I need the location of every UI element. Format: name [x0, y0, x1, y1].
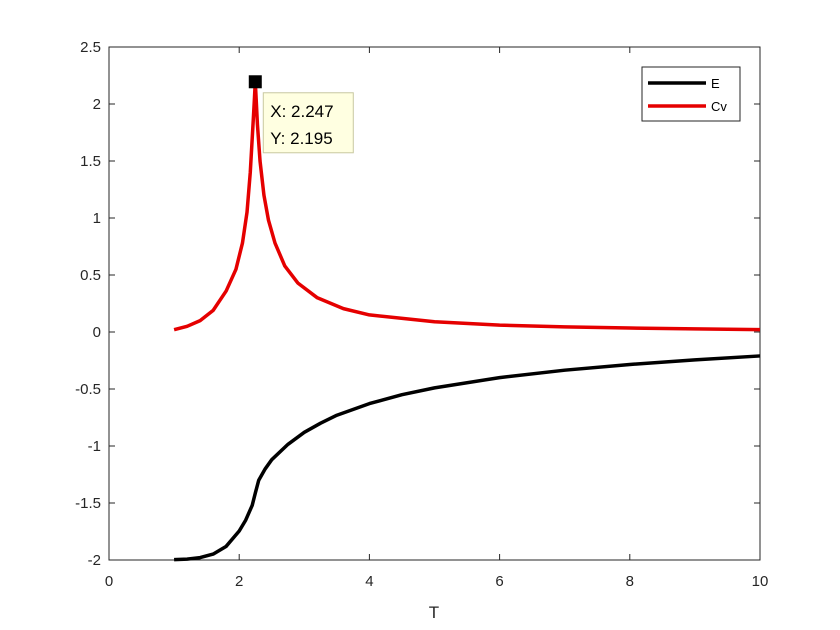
x-tick-label: 2 [235, 573, 243, 590]
legend-label-e: E [711, 76, 720, 91]
x-axis: 0 2 4 6 8 10 [105, 47, 769, 590]
data-tip-marker[interactable] [248, 75, 262, 89]
x-tick-label: 4 [365, 573, 373, 590]
series-line-e [174, 354, 761, 562]
plot-area [108, 46, 761, 561]
y-tick-label: 1.5 [80, 153, 101, 170]
x-tick-label: 6 [495, 573, 503, 590]
x-tick-label: 8 [626, 573, 634, 590]
legend-box [641, 66, 741, 122]
y-tick-label: 1 [93, 210, 101, 227]
data-tip[interactable]: X: 2.247 Y: 2.195 [248, 75, 354, 154]
series-line-cv [173, 80, 761, 332]
y-tick-label: 2 [93, 96, 101, 113]
x-tick-label: 10 [752, 573, 769, 590]
legend-label-cv: Cv [711, 99, 727, 114]
data-tip-x-text: X: 2.247 [270, 102, 333, 121]
y-tick-label: 0 [93, 324, 101, 341]
x-tick-label: 0 [105, 573, 113, 590]
y-axis: -2 -1.5 -1 -0.5 0 0.5 1 1.5 2 2.5 [75, 39, 760, 569]
y-tick-label: 2.5 [80, 39, 101, 56]
y-tick-label: -0.5 [75, 381, 101, 398]
y-tick-label: -1 [88, 438, 101, 455]
y-tick-label: -2 [88, 552, 101, 569]
data-tip-box [262, 92, 354, 154]
series-layer [173, 80, 761, 562]
data-tip-y-text: Y: 2.195 [270, 129, 332, 148]
x-axis-title: T [429, 603, 439, 622]
y-tick-label: 0.5 [80, 267, 101, 284]
legend: E Cv [641, 66, 741, 122]
y-tick-label: -1.5 [75, 495, 101, 512]
